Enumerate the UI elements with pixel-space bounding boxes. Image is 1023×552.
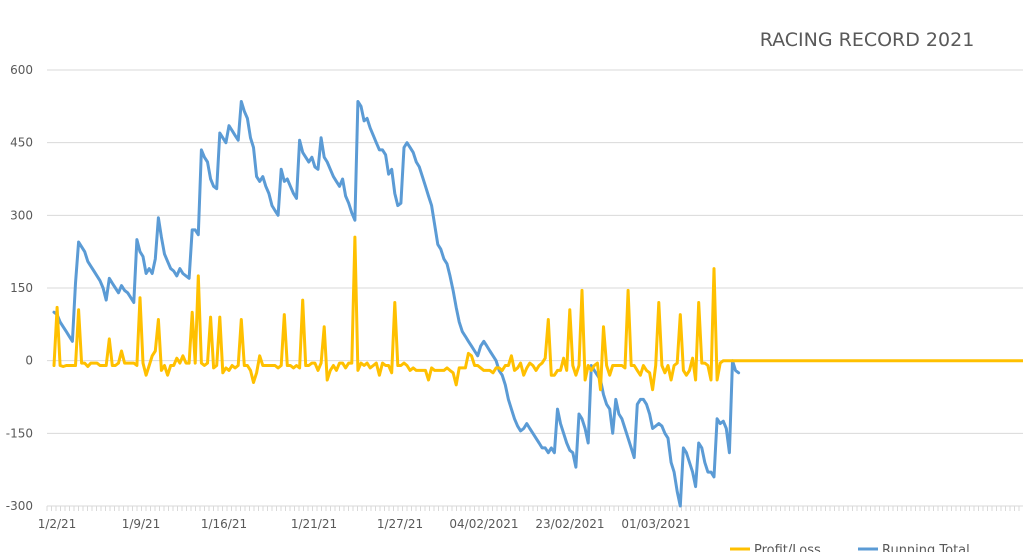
legend-label: Profit/Loss (754, 543, 821, 552)
y-tick-label: 600 (10, 63, 33, 77)
y-axis-tick-labels: -300 -150 0 150 300 450 600 (6, 63, 33, 513)
x-tick-label: 1/21/21 (291, 517, 337, 531)
y-tick-label: 450 (10, 136, 33, 150)
series-lines (52, 100, 1023, 508)
x-tick-label: 1/9/21 (122, 517, 161, 531)
gridlines (47, 69, 1023, 434)
x-tick-label: 01/03/2021 (621, 517, 690, 531)
y-tick-label: 0 (25, 354, 33, 368)
x-tick-label: 04/02/2021 (449, 517, 518, 531)
legend: Profit/Loss Running Total (730, 543, 970, 552)
chart-title: RACING RECORD 2021 (760, 29, 975, 51)
y-tick-label: 300 (10, 208, 33, 222)
series-line-running-total (52, 100, 741, 508)
y-tick-label: -150 (6, 426, 33, 440)
x-axis: 1/2/21 1/9/21 1/16/21 1/21/21 1/27/21 04/02/2… (38, 505, 1023, 531)
series-line-profit-loss (52, 235, 1023, 392)
x-tick-label: 1/27/21 (377, 517, 423, 531)
y-tick-label: 150 (10, 281, 33, 295)
legend-label: Running Total (882, 543, 970, 552)
x-tick-label: 1/16/21 (201, 517, 247, 531)
y-tick-label: -300 (6, 499, 33, 513)
x-tick-label: 1/2/21 (38, 517, 77, 531)
x-tick-label: 23/02/2021 (535, 517, 604, 531)
